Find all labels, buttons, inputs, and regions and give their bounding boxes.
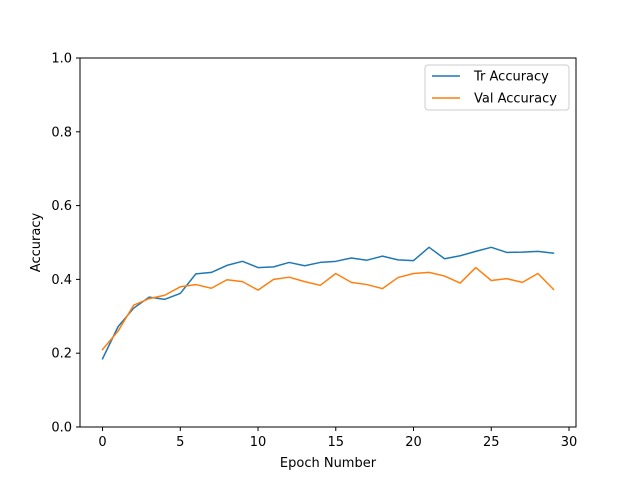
y-axis-label: Accuracy	[29, 213, 44, 273]
y-axis-ticks: 0.0 0.2 0.4 0.6 0.8 1.0	[51, 52, 80, 436]
series-layer	[101, 246, 555, 360]
y-tick-label: 0.0	[51, 421, 72, 436]
y-tick-label: 0.6	[51, 199, 72, 214]
x-tick-label: 15	[328, 435, 345, 450]
y-tick-label: 0.8	[51, 125, 72, 140]
x-tick-label: 10	[250, 435, 267, 450]
legend-box	[424, 64, 570, 111]
x-tick-label: 20	[405, 435, 422, 450]
y-tick-label: 1.0	[51, 52, 72, 67]
x-axis-ticks: 0 5 10 15 20 25 30	[98, 427, 577, 450]
x-axis-label: Epoch Number	[280, 456, 377, 471]
y-tick-label: 0.2	[51, 347, 72, 362]
x-tick-label: 5	[176, 435, 184, 450]
x-tick-label: 25	[483, 435, 500, 450]
legend: Tr Accuracy Val Accuracy	[424, 64, 570, 111]
series-line-val-accuracy	[101, 266, 555, 351]
legend-label: Tr Accuracy	[473, 70, 549, 85]
legend-label: Val Accuracy	[474, 92, 557, 107]
x-tick-label: 0	[98, 435, 106, 450]
plot-frame	[79, 57, 577, 428]
x-tick-label: 30	[561, 435, 578, 450]
series-line-tr-accuracy	[101, 246, 555, 360]
y-tick-label: 0.4	[51, 273, 72, 288]
